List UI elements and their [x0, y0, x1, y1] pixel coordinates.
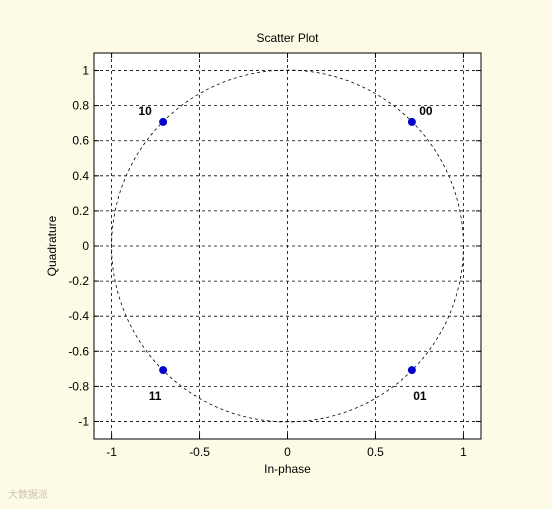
y-tick-label: -0.2: [68, 274, 89, 288]
y-tick-label: 0.4: [72, 169, 89, 183]
y-tick-label: -0.8: [68, 379, 89, 393]
y-tick-label: -0.4: [68, 309, 89, 323]
point-label: 10: [138, 104, 152, 118]
scatter-point: [159, 366, 168, 375]
y-tick-label: 0.6: [72, 134, 89, 148]
x-tick-label: -0.5: [189, 445, 210, 459]
point-label: 00: [419, 104, 433, 118]
y-tick-label: 0.2: [72, 204, 89, 218]
x-tick-label: 0: [284, 445, 291, 459]
y-tick-label: 1: [82, 64, 89, 78]
scatter-point: [159, 117, 168, 126]
unit-circle: [111, 69, 464, 423]
y-tick-label: 0.8: [72, 99, 89, 113]
x-tick-label: -1: [106, 445, 117, 459]
axis-ticks: -1 -0.5 0 0.5 110.80.60.40.20-0.2-0.4-0.6-0.…: [68, 53, 481, 459]
y-tick-label: 0: [82, 239, 89, 253]
point-label: 01: [413, 389, 427, 403]
point-label: 11: [149, 389, 162, 403]
scatter-point: [407, 366, 416, 375]
watermark-text: 大数据派: [8, 488, 48, 501]
chart-title: Scatter Plot: [256, 31, 319, 45]
x-tick-label: 1: [460, 445, 467, 459]
y-tick-label: -0.6: [68, 344, 89, 358]
x-tick-label: 0.5: [367, 445, 384, 459]
y-axis-label: Quadrature: [45, 215, 59, 276]
x-axis-label: In-phase: [264, 462, 311, 476]
data-points: 00 01 10 11: [138, 104, 432, 403]
y-tick-label: -1: [78, 414, 89, 428]
scatter-point: [407, 117, 416, 126]
